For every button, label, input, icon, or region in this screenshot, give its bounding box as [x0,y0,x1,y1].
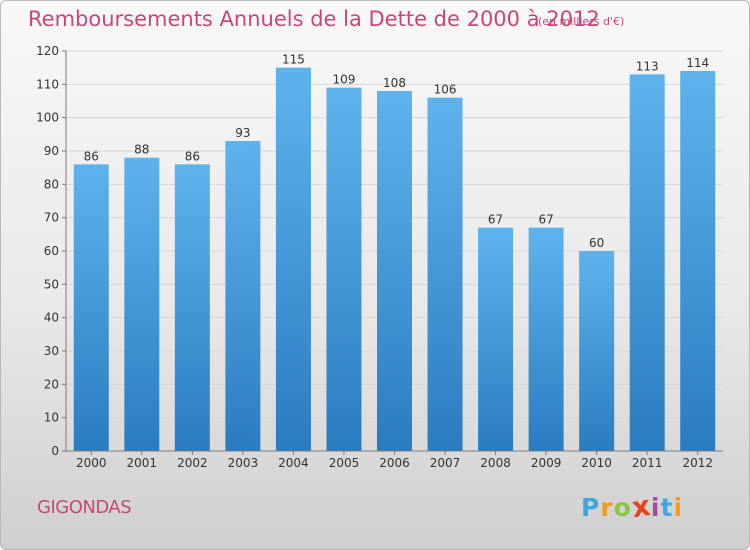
logo-letter: t [660,493,674,522]
y-tick-label: 110 [36,77,59,91]
x-tick-label: 2000 [76,456,107,470]
data-label: 67 [488,213,503,227]
y-tick-label: 120 [36,44,59,58]
y-tick-label: 100 [36,111,59,125]
logo-letter: o [613,493,632,522]
x-tick-label: 2005 [329,456,360,470]
y-tick-label: 90 [44,144,59,158]
data-label: 114 [686,56,709,70]
data-label: 67 [538,213,553,227]
y-tick-label: 50 [44,277,59,291]
data-label: 60 [589,236,604,250]
x-tick-label: 2003 [228,456,259,470]
logo-letter: x [629,488,654,525]
x-tick-label: 2004 [278,456,309,470]
y-tick-label: 0 [51,444,59,458]
data-label: 113 [636,59,659,73]
data-label: 115 [282,53,305,67]
data-label: 86 [185,149,200,163]
x-tick-label: 2006 [379,456,410,470]
x-tick-label: 2009 [531,456,562,470]
data-label: 88 [134,143,149,157]
proxiti-logo[interactable]: Proxiti [581,488,684,525]
data-label: 106 [434,83,457,97]
bar [579,251,615,451]
data-label: 86 [84,149,99,163]
y-tick-label: 20 [44,377,59,391]
x-tick-label: 2012 [682,456,713,470]
data-label: 109 [333,73,356,87]
bar [680,71,716,451]
y-tick-label: 70 [44,211,59,225]
y-tick-label: 60 [44,244,59,258]
bar [73,164,109,452]
bar [225,141,261,451]
bar [326,87,362,452]
x-tick-label: 2010 [581,456,612,470]
chart-subtitle: (en milliers d'€) [538,15,625,28]
bar [377,91,412,451]
bar [478,227,514,451]
logo-letter: r [600,493,614,522]
y-tick-label: 80 [44,177,59,191]
x-tick-label: 2011 [632,456,663,470]
commune-name: GIGONDAS [37,497,132,518]
bar [528,227,564,451]
chart-title: Remboursements Annuels de la Dette de 20… [28,7,600,31]
data-label: 108 [383,76,406,90]
y-tick-label: 40 [44,311,59,325]
bar [174,164,210,452]
bar [275,67,311,452]
logo-letter: i [650,493,661,522]
bar [629,74,665,451]
y-tick-label: 30 [44,344,59,358]
x-tick-label: 2008 [480,456,511,470]
logo-letter: P [581,493,601,522]
bar [427,97,463,452]
y-tick-label: 10 [44,411,59,425]
data-label: 93 [235,126,250,140]
logo-letter: i [673,493,684,522]
x-tick-label: 2002 [177,456,208,470]
x-tick-label: 2007 [430,456,461,470]
x-tick-label: 2001 [127,456,158,470]
bar [124,157,160,451]
